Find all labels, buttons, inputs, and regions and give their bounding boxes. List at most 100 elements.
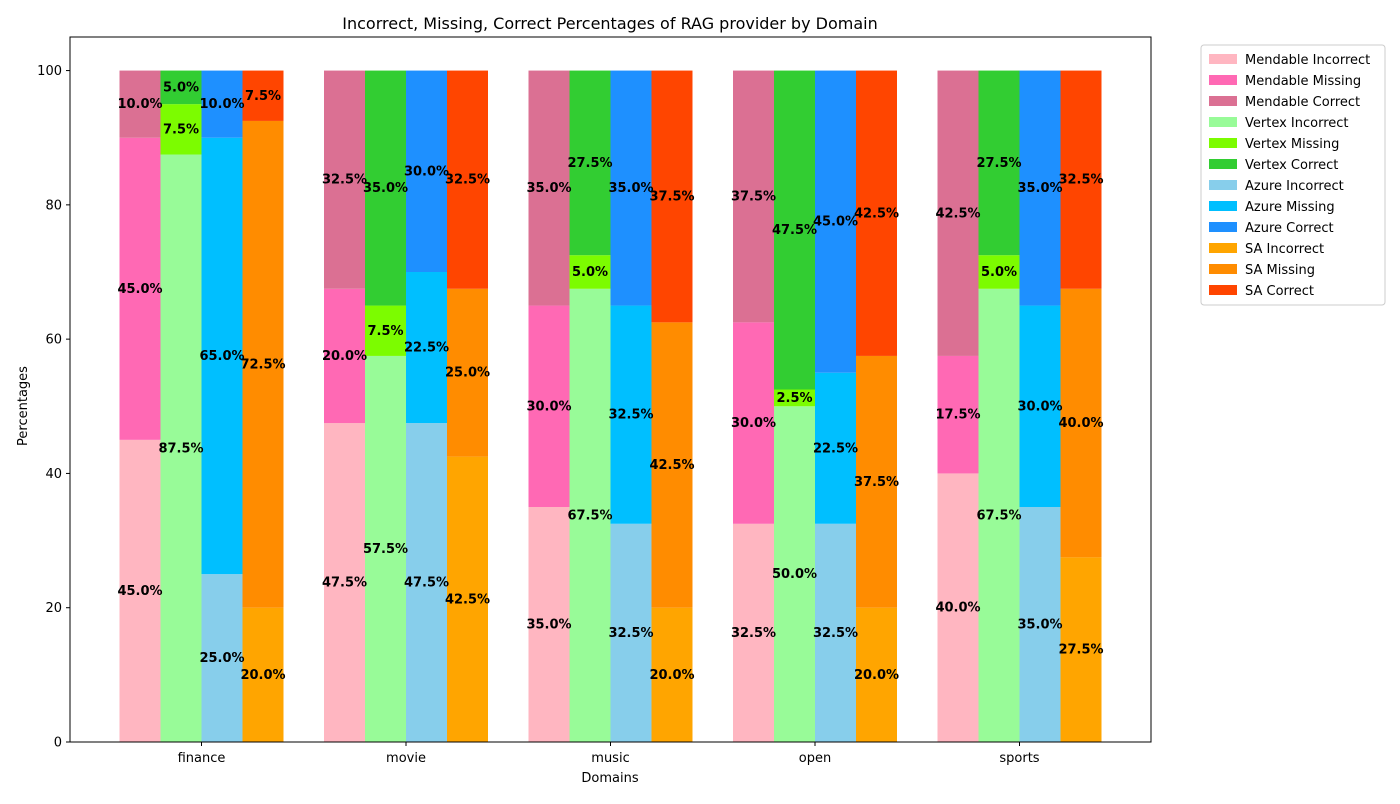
value-label: 20.0% [649, 668, 694, 683]
value-labels-layer: 45.0% 45.0% 10.0% 87.5% 7.5% 5.0% 25.0% 65.0% 10… [117, 80, 1103, 683]
value-label: 20.0% [322, 349, 367, 364]
bar-mendable-correct-movie [324, 70, 365, 289]
x-tick-label: movie [386, 751, 426, 766]
value-label: 32.5% [322, 173, 367, 188]
bar-azure-correct-finance [201, 70, 243, 138]
value-label: 37.5% [854, 475, 899, 490]
y-tick-label: 100 [37, 64, 62, 79]
bar-vertex-incorrect-movie [365, 355, 406, 742]
value-label: 35.0% [608, 181, 653, 196]
bar-mendable-correct-finance [119, 70, 161, 138]
bar-vertex-incorrect-finance [160, 154, 202, 742]
value-label: 5.0% [163, 80, 199, 95]
value-label: 30.0% [526, 399, 571, 414]
bar-sa-correct-sports [1060, 70, 1102, 289]
value-label: 32.5% [445, 173, 490, 188]
bar-mendable-missing-finance [119, 137, 161, 440]
value-label: 20.0% [854, 668, 899, 683]
bar-azure-correct-movie [406, 70, 447, 272]
bar-mendable-incorrect-sports [937, 473, 979, 742]
bar-vertex-correct-finance [160, 70, 202, 105]
value-label: 10.0% [117, 97, 162, 112]
value-label: 32.5% [608, 408, 653, 423]
bar-sa-incorrect-movie [447, 456, 488, 742]
bar-mendable-incorrect-music [528, 507, 570, 742]
legend-swatch [1209, 159, 1237, 169]
value-label: 35.0% [1017, 618, 1062, 633]
legend-label: Vertex Incorrect [1245, 116, 1349, 131]
bar-sa-correct-music [651, 70, 693, 323]
value-label: 42.5% [935, 206, 980, 221]
value-label: 32.5% [1058, 173, 1103, 188]
legend-swatch [1209, 180, 1237, 190]
bar-sa-missing-movie [447, 288, 488, 457]
value-label: 25.0% [445, 366, 490, 381]
bar-vertex-incorrect-sports [978, 288, 1020, 742]
value-label: 50.0% [772, 567, 817, 582]
legend-label: Mendable Missing [1245, 74, 1361, 89]
value-label: 20.0% [240, 668, 285, 683]
legend-swatch [1209, 117, 1237, 127]
value-label: 5.0% [981, 265, 1017, 280]
value-label: 47.5% [772, 223, 817, 238]
bar-mendable-incorrect-finance [119, 439, 161, 742]
value-label: 27.5% [1058, 643, 1103, 658]
legend-swatch [1209, 54, 1237, 64]
bar-sa-missing-finance [242, 120, 284, 608]
legend-swatch [1209, 264, 1237, 274]
legend-label: Mendable Incorrect [1245, 53, 1370, 68]
value-label: 87.5% [158, 441, 203, 456]
value-label: 37.5% [731, 189, 776, 204]
bar-azure-incorrect-sports [1019, 507, 1061, 742]
value-label: 30.0% [1017, 399, 1062, 414]
legend-swatch [1209, 222, 1237, 232]
chart-title: Incorrect, Missing, Correct Percentages … [342, 14, 877, 33]
y-axis-label: Percentages [16, 366, 31, 446]
x-axis-label: Domains [581, 771, 638, 786]
bar-sa-missing-music [651, 322, 693, 608]
legend-label: Vertex Correct [1245, 158, 1338, 173]
bar-vertex-incorrect-open [774, 406, 815, 742]
value-label: 7.5% [245, 89, 281, 104]
bar-vertex-correct-sports [978, 70, 1020, 256]
bar-mendable-correct-open [733, 70, 774, 323]
bar-azure-incorrect-music [610, 523, 652, 742]
legend-swatch [1209, 96, 1237, 106]
value-label: 35.0% [1017, 181, 1062, 196]
legend-swatch [1209, 138, 1237, 148]
legend-label: SA Incorrect [1245, 242, 1324, 257]
value-label: 27.5% [976, 156, 1021, 171]
value-label: 35.0% [526, 181, 571, 196]
value-label: 47.5% [404, 576, 449, 591]
value-label: 7.5% [367, 324, 403, 339]
value-label: 42.5% [854, 206, 899, 221]
bar-azure-incorrect-open [815, 523, 856, 742]
bar-sa-correct-open [856, 70, 897, 356]
bar-vertex-missing-sports [978, 255, 1020, 289]
value-label: 42.5% [445, 592, 490, 607]
legend-box [1200, 44, 1386, 306]
bar-azure-missing-movie [406, 272, 447, 424]
value-label: 35.0% [363, 181, 408, 196]
legend-label: Azure Missing [1245, 200, 1335, 215]
bar-vertex-missing-finance [160, 104, 202, 155]
bar-azure-correct-music [610, 70, 652, 306]
value-label: 67.5% [976, 508, 1021, 523]
bars-layer [119, 70, 1102, 742]
x-tick-label: finance [178, 751, 226, 766]
value-label: 42.5% [649, 458, 694, 473]
bar-sa-missing-open [856, 355, 897, 608]
bar-vertex-correct-music [569, 70, 611, 256]
value-label: 17.5% [935, 408, 980, 423]
value-label: 25.0% [199, 651, 244, 666]
bar-mendable-missing-sports [937, 355, 979, 474]
legend-label: Mendable Correct [1245, 95, 1360, 110]
value-label: 32.5% [813, 626, 858, 641]
value-label: 45.0% [813, 215, 858, 230]
bar-azure-missing-finance [201, 137, 243, 575]
legend-swatch [1209, 75, 1237, 85]
value-label: 27.5% [567, 156, 612, 171]
value-label: 67.5% [567, 508, 612, 523]
